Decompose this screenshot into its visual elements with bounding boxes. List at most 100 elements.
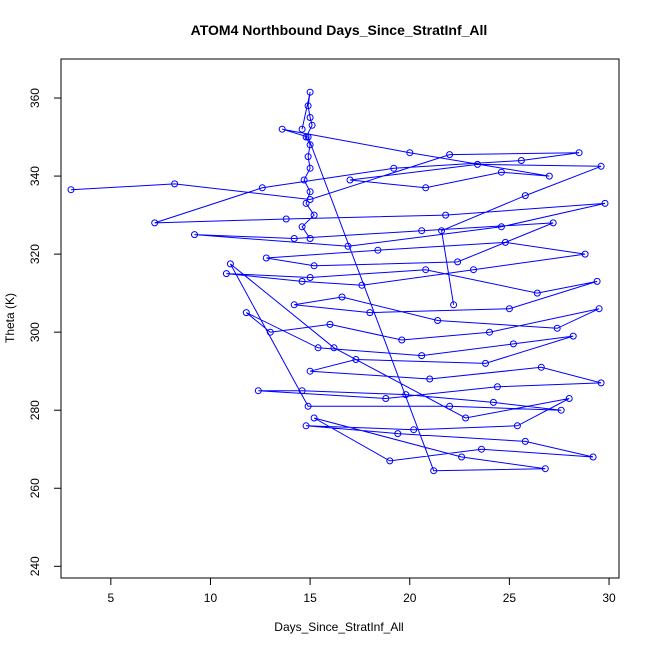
data-point xyxy=(521,437,529,445)
series-layer xyxy=(67,88,609,475)
data-point xyxy=(422,266,430,274)
data-point xyxy=(493,383,501,391)
y-axis: 240 260 280 300 320 340 360 xyxy=(28,88,61,576)
data-point xyxy=(306,235,314,242)
data-point xyxy=(438,227,446,235)
data-point xyxy=(304,153,312,161)
data-point xyxy=(406,149,414,157)
y-tick-label: 360 xyxy=(28,88,42,108)
data-point xyxy=(330,344,338,352)
data-point xyxy=(517,157,525,164)
data-point xyxy=(266,328,274,336)
data-point xyxy=(458,453,466,461)
data-point xyxy=(509,340,517,348)
data-point xyxy=(366,309,374,317)
y-tick-label: 260 xyxy=(28,478,42,498)
series-group xyxy=(298,88,318,242)
data-point xyxy=(382,395,390,402)
data-point xyxy=(454,258,462,266)
data-point xyxy=(513,422,521,430)
data-point xyxy=(486,328,493,336)
series-line xyxy=(301,92,315,239)
data-point xyxy=(553,324,561,332)
data-point xyxy=(597,162,605,170)
data-point xyxy=(398,336,406,344)
data-point xyxy=(497,223,505,231)
data-point xyxy=(306,274,314,281)
chart-title: ATOM4 Northbound Days_Since_StratInf_All xyxy=(191,22,488,38)
data-point xyxy=(298,223,306,231)
plot-frame xyxy=(60,58,620,579)
data-point xyxy=(346,176,354,184)
x-tick-label: 5 xyxy=(107,591,114,605)
data-point xyxy=(151,219,159,227)
data-point xyxy=(262,254,270,262)
y-axis-label: Theta (K) xyxy=(3,293,17,343)
data-point xyxy=(434,317,442,324)
data-point xyxy=(258,184,266,192)
data-point xyxy=(565,395,573,402)
data-point xyxy=(344,242,352,250)
data-point xyxy=(306,164,314,172)
data-point xyxy=(597,379,605,387)
data-point xyxy=(282,215,290,223)
data-point xyxy=(549,219,557,227)
data-point xyxy=(308,121,316,129)
x-tick-label: 20 xyxy=(403,591,417,605)
data-point xyxy=(595,305,603,313)
x-tick-label: 25 xyxy=(503,591,517,605)
data-point xyxy=(450,301,458,309)
y-tick-label: 340 xyxy=(28,166,42,186)
x-tick-label: 10 xyxy=(204,591,218,605)
data-point xyxy=(497,168,505,176)
data-point xyxy=(67,186,75,194)
data-point xyxy=(521,192,529,200)
y-tick-label: 300 xyxy=(28,322,42,342)
data-point xyxy=(290,301,298,309)
data-point xyxy=(358,281,366,289)
data-point xyxy=(533,289,541,297)
data-point xyxy=(541,465,549,473)
data-point xyxy=(302,133,310,141)
data-point xyxy=(254,387,262,395)
data-point xyxy=(569,332,577,340)
data-point xyxy=(482,359,489,367)
data-point xyxy=(298,387,306,395)
data-point xyxy=(302,199,310,207)
data-point xyxy=(300,176,308,184)
x-axis-label: Days_Since_StratInf_All xyxy=(274,620,403,634)
data-point xyxy=(310,262,318,270)
data-point xyxy=(601,199,609,207)
data-point xyxy=(302,422,310,430)
y-tick-label: 320 xyxy=(28,244,42,264)
data-point xyxy=(410,426,418,434)
data-point xyxy=(306,114,314,121)
data-point xyxy=(171,180,179,188)
data-point xyxy=(314,344,322,352)
data-point xyxy=(306,367,314,375)
data-point xyxy=(418,352,426,360)
data-point xyxy=(352,356,360,363)
data-point xyxy=(545,172,553,180)
data-point xyxy=(446,151,454,159)
data-point xyxy=(478,445,485,453)
data-point xyxy=(304,402,312,410)
data-point xyxy=(589,453,597,461)
data-point xyxy=(442,211,450,219)
data-point xyxy=(306,88,314,96)
data-point xyxy=(278,125,286,133)
data-point xyxy=(338,293,346,301)
data-point xyxy=(306,141,314,149)
data-point xyxy=(430,467,438,475)
data-point xyxy=(402,391,410,399)
data-point xyxy=(446,402,454,410)
data-point xyxy=(422,184,430,192)
x-tick-label: 15 xyxy=(303,591,317,605)
data-point xyxy=(390,164,398,172)
data-point xyxy=(470,266,477,274)
data-point xyxy=(462,414,470,422)
data-point xyxy=(489,398,497,406)
data-point xyxy=(537,363,545,371)
data-point xyxy=(290,235,298,242)
